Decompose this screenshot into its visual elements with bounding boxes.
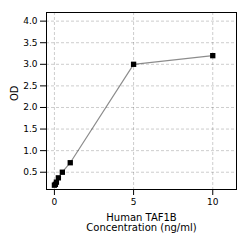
svg-text:2.5: 2.5 (23, 81, 37, 91)
svg-text:2.0: 2.0 (23, 102, 38, 112)
svg-text:3.0: 3.0 (23, 59, 38, 69)
svg-text:4.0: 4.0 (23, 16, 38, 26)
svg-text:3.5: 3.5 (23, 38, 37, 48)
svg-text:0: 0 (52, 197, 58, 207)
svg-text:5: 5 (131, 197, 137, 207)
svg-text:1.0: 1.0 (23, 146, 38, 156)
svg-text:Human TAF1BConcentration (ng/m: Human TAF1BConcentration (ng/ml) (86, 212, 196, 233)
svg-text:1.5: 1.5 (23, 124, 37, 134)
svg-text:10: 10 (207, 197, 219, 207)
svg-text:0.5: 0.5 (23, 167, 37, 177)
svg-text:OD: OD (9, 85, 20, 101)
